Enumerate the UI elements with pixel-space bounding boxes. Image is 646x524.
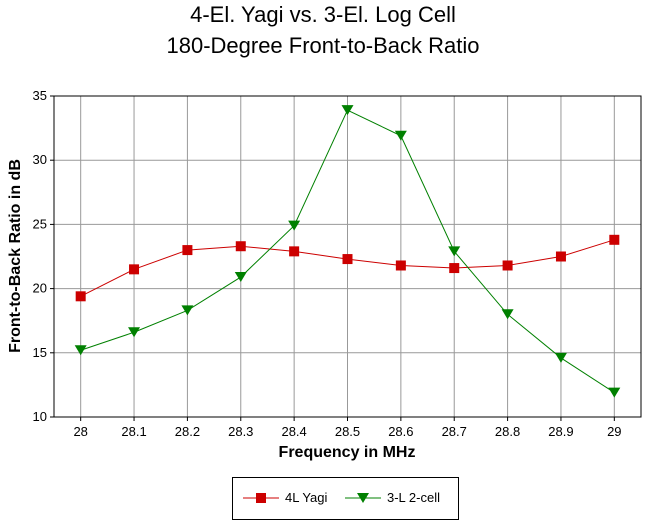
y-tick-label: 10 [33,409,47,424]
legend-square-marker [256,493,266,503]
x-tick-label: 28.3 [228,424,253,439]
data-point-square [449,263,460,274]
data-point-triangle [234,272,247,283]
legend: 4L Yagi 3-L 2-cell [232,477,459,520]
data-point-triangle [128,327,141,338]
data-point-triangle [394,130,407,141]
data-point-square [289,246,300,257]
chart-subtitle: 180-Degree Front-to-Back Ratio [166,33,480,58]
x-tick-label: 28.7 [442,424,467,439]
x-axis-ticks: 28 28.1 28.2 28.3 28.4 28.5 28.6 28.7 28.8 28.9 29 [73,417,622,439]
data-point-square [395,260,406,271]
data-point-triangle [554,352,567,363]
x-tick-label: 29 [607,424,621,439]
data-point-square [555,251,566,262]
data-point-square [75,291,86,302]
x-tick-label: 28 [73,424,87,439]
x-tick-label: 28.9 [548,424,573,439]
data-point-square [502,260,513,271]
x-tick-label: 28.5 [335,424,360,439]
chart-title: 4-El. Yagi vs. 3-El. Log Cell [190,2,456,27]
x-tick-label: 28.2 [175,424,200,439]
series-layer [74,105,621,398]
y-tick-label: 20 [33,281,47,296]
data-point-square [342,254,353,265]
data-point-triangle [501,309,514,320]
legend-marker-triangle-icon [345,493,381,503]
y-axis-label: Front-to-Back Ratio in dB [7,159,24,353]
y-tick-label: 15 [33,345,47,360]
x-tick-label: 28.4 [281,424,306,439]
data-point-square [235,241,246,252]
x-tick-label: 28.8 [495,424,520,439]
legend-triangle-marker [357,493,369,503]
x-tick-label: 28.1 [121,424,146,439]
y-axis-ticks: 10 15 20 25 30 35 [33,88,54,424]
data-point-square [182,245,193,256]
x-axis-label: Frequency in MHz [279,444,416,461]
data-point-triangle [448,246,461,257]
data-point-triangle [288,220,301,231]
data-point-square [129,264,140,275]
data-point-triangle [181,305,194,316]
data-point-square [609,234,620,245]
x-tick-label: 28.6 [388,424,413,439]
data-point-triangle [341,105,354,116]
legend-label-series-1: 4L Yagi [285,490,328,505]
y-tick-label: 35 [33,88,47,103]
legend-marker-square-icon [243,493,279,503]
data-point-triangle [74,345,87,356]
data-point-triangle [608,387,621,398]
y-tick-label: 25 [33,216,47,231]
y-tick-label: 30 [33,152,47,167]
legend-label-series-2: 3-L 2-cell [387,490,440,505]
